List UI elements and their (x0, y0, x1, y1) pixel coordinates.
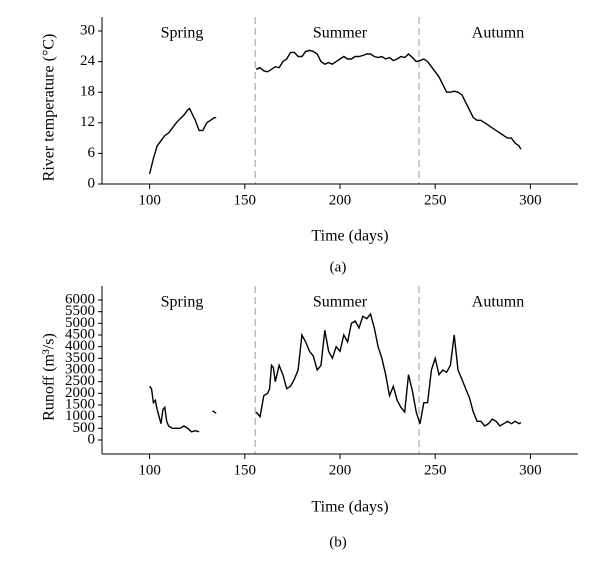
x-tick-label: 300 (519, 192, 542, 208)
caption: (b) (329, 534, 347, 550)
y-axis-title: Runoff (m³/s) (41, 333, 58, 421)
y-tick-label: 24 (80, 53, 96, 69)
x-axis-title: Time (days) (311, 228, 388, 245)
y-tick-label: 2500 (65, 373, 95, 389)
y-tick-label: 3000 (65, 361, 95, 377)
y-tick-label: 12 (80, 114, 95, 130)
y-tick-label: 5500 (65, 303, 95, 319)
season-label: Autumn (472, 25, 524, 42)
y-tick-label: 30 (80, 22, 95, 38)
y-tick-label: 500 (73, 420, 96, 436)
season-label: Autumn (472, 294, 524, 311)
y-tick-label: 2000 (65, 385, 95, 401)
y-tick-label: 0 (88, 175, 96, 191)
x-tick-label: 300 (519, 462, 542, 478)
x-tick-label: 100 (138, 462, 161, 478)
y-tick-label: 1500 (65, 396, 95, 412)
season-label: Spring (161, 25, 204, 42)
x-tick-label: 200 (329, 192, 352, 208)
y-tick-label: 0 (88, 431, 96, 447)
data-line (149, 312, 522, 433)
y-tick-label: 18 (80, 84, 95, 100)
y-tick-label: 6000 (65, 291, 95, 307)
x-tick-label: 200 (329, 462, 352, 478)
y-tick-label: 6 (88, 145, 96, 161)
y-tick-label: 4500 (65, 326, 95, 342)
season-label: Summer (313, 294, 368, 311)
x-tick-label: 250 (424, 192, 447, 208)
x-tick-label: 100 (138, 192, 161, 208)
y-tick-label: 1000 (65, 408, 95, 424)
season-label: Spring (161, 294, 204, 311)
y-axis-title: River temperature (°C) (41, 34, 58, 182)
x-tick-label: 150 (234, 192, 257, 208)
x-tick-label: 250 (424, 462, 447, 478)
x-axis-title: Time (days) (311, 499, 388, 516)
y-tick-label: 3500 (65, 350, 95, 366)
season-label: Summer (313, 25, 368, 42)
data-line (148, 49, 522, 174)
x-tick-label: 150 (234, 462, 257, 478)
y-tick-label: 5000 (65, 315, 95, 331)
caption: (a) (330, 259, 347, 275)
y-tick-label: 4000 (65, 338, 95, 354)
